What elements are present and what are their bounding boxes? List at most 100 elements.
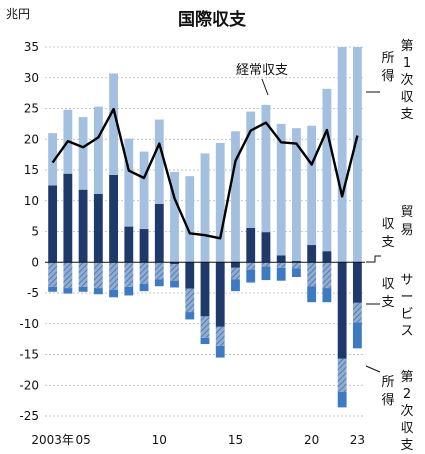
bar-services-balance (231, 267, 240, 280)
bar-primary-income (185, 176, 195, 263)
bar-primary-income (93, 106, 103, 194)
bar-secondary-income (200, 337, 210, 345)
label-secondary-income-col1-char: 得 (381, 392, 394, 408)
label-services-col1: 収支 (381, 277, 394, 310)
bar-primary-income (124, 138, 134, 227)
label-secondary-income-col2-char: 第 (400, 370, 413, 385)
bar-primary-income (78, 117, 88, 190)
y-tick-label: -20 (19, 378, 39, 392)
bar-services-balance (292, 262, 301, 269)
bar-services-balance (78, 262, 88, 287)
x-axis-ticks: 2003年 05 10 15 20 23 (31, 433, 365, 447)
bar-primary-income (139, 151, 149, 230)
label-primary-income-col2-char: 収 (400, 90, 413, 105)
label-secondary-income-col2-char: 2 (403, 387, 411, 402)
bar-services-balance (185, 288, 195, 313)
bar-services-balance (200, 316, 210, 338)
bar-services-balance (63, 262, 73, 289)
bar-services-balance (215, 326, 225, 346)
label-services-col1-char: 収 (381, 277, 394, 292)
bar-trade-balance (246, 227, 256, 263)
x-tick-label: 2003年 (31, 433, 74, 447)
label-primary-income-col2-char: 支 (400, 107, 413, 122)
bar-services-balance (352, 302, 362, 323)
current-account-line (51, 107, 359, 240)
y-tick-label: -25 (19, 409, 39, 423)
y-tick-label: 15 (24, 163, 39, 177)
label-primary-income-col1-char: 所 (381, 51, 394, 66)
current-account-series (51, 107, 359, 240)
bar-services-balance (276, 262, 286, 268)
y-tick-label: -5 (27, 286, 39, 300)
bar-services-balance (124, 262, 134, 287)
x-tick-label: 20 (304, 433, 319, 447)
label-primary-income-col2-char: 1 (403, 56, 411, 71)
label-secondary-income-col2-char: 収 (400, 421, 413, 436)
bar-trade-balance (93, 193, 103, 263)
x-tick-label: 15 (228, 433, 243, 447)
label-trade-col2-char: 貿 (400, 205, 413, 220)
bars (48, 47, 362, 408)
bar-services-balance (93, 262, 103, 289)
label-primary-income-col1-char: 得 (381, 68, 394, 84)
bar-secondary-income (124, 286, 134, 296)
bar-services-balance (337, 358, 347, 393)
chart-title: 国際収支 (178, 9, 247, 30)
y-tick-label: -10 (19, 317, 39, 331)
bar-secondary-income (292, 268, 301, 278)
bar-secondary-income (261, 266, 271, 281)
bar-services-balance (48, 262, 58, 287)
bar-trade-balance (78, 189, 88, 263)
leader-secondary-income (365, 365, 381, 373)
bar-services-balance (139, 262, 149, 284)
bar-trade-balance (352, 262, 362, 303)
bar-trade-balance (261, 232, 271, 263)
y-tick-label: 5 (31, 225, 39, 239)
y-tick-label: 10 (24, 194, 39, 208)
y-axis-unit: 兆円 (6, 7, 30, 21)
bar-services-balance (154, 262, 164, 280)
bar-trade-balance (337, 262, 347, 359)
y-tick-label: 30 (24, 71, 39, 85)
bar-secondary-income (307, 286, 317, 303)
label-current-account: 経常収支 (236, 63, 288, 78)
bar-primary-income (246, 111, 256, 228)
label-services-col2-char: ビ (400, 307, 413, 322)
bar-trade-balance (215, 262, 225, 327)
label-trade-col1: 収支 (381, 217, 394, 250)
leader-trade (366, 255, 381, 263)
label-trade-col2-char: 易 (400, 223, 413, 238)
bar-trade-balance (139, 229, 149, 263)
bar-secondary-income (185, 312, 195, 320)
label-secondary-income-col1-char: 所 (381, 375, 394, 390)
bar-primary-income (276, 123, 286, 256)
label-services-col2-char: ー (400, 290, 413, 305)
bar-primary-income (109, 73, 118, 175)
bar-primary-income (337, 47, 347, 263)
x-tick-label: 05 (75, 433, 90, 447)
bar-services-balance (322, 262, 332, 289)
bar-primary-income (200, 153, 210, 263)
bar-primary-income (352, 47, 362, 263)
bar-secondary-income (48, 286, 58, 292)
bar-primary-income (215, 142, 225, 263)
bar-secondary-income (109, 289, 118, 298)
bar-services-balance (246, 262, 256, 270)
bar-trade-balance (231, 262, 240, 268)
label-primary-income-col1: 所得 (381, 51, 394, 84)
bar-services-balance (170, 264, 179, 281)
label-secondary-income-col2-char: 支 (400, 438, 413, 453)
bar-primary-income (307, 125, 317, 246)
label-services-col1-char: 支 (381, 295, 394, 310)
bar-secondary-income (337, 392, 347, 408)
y-axis-ticks: 35 30 25 20 15 10 5 0 -5 -10 -15 -20 -25 (19, 40, 39, 423)
bar-primary-income (261, 104, 271, 233)
bar-secondary-income (170, 280, 179, 288)
bar-trade-balance (307, 245, 317, 263)
bar-secondary-income (63, 288, 73, 294)
label-secondary-income-col2-char: 次 (400, 403, 413, 419)
label-services-col2-char: ス (400, 324, 413, 339)
